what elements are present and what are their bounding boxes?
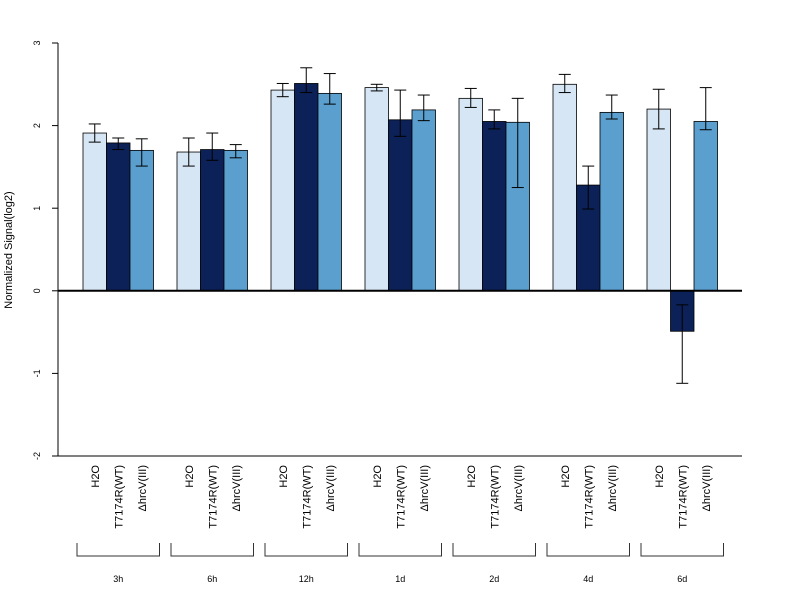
- x-tick-label: ΔhrcV(III): [231, 465, 243, 511]
- bar: [223, 149, 248, 292]
- bar: [106, 142, 131, 292]
- bar: [129, 149, 154, 292]
- y-axis-label: Normalized Signal(log2): [3, 191, 15, 308]
- x-tick-label: ΔhrcV(III): [325, 465, 337, 511]
- group-bracket: [640, 543, 724, 557]
- error-bars: [88, 67, 712, 384]
- x-tick-label: T7174R(WT): [301, 465, 313, 529]
- x-tick-label: T7174R(WT): [395, 465, 407, 529]
- x-tick-label: H2O: [372, 465, 384, 488]
- y-tick-label: 1: [32, 206, 42, 211]
- x-tick-label: H2O: [560, 465, 572, 488]
- bar: [364, 87, 389, 292]
- group-label: 1d: [395, 574, 405, 584]
- bar: [646, 108, 671, 292]
- group-labels: 3h 6h 12h 1d 2d 4d 6d: [76, 543, 724, 584]
- bar: [482, 121, 507, 292]
- x-tick-label: H2O: [90, 465, 102, 488]
- group-bracket: [452, 543, 536, 557]
- bar: [82, 132, 107, 292]
- x-tick-label: ΔhrcV(III): [701, 465, 713, 511]
- x-tick-label: ΔhrcV(III): [607, 465, 619, 511]
- bar: [270, 89, 295, 292]
- x-tick-label: T7174R(WT): [113, 465, 125, 529]
- x-tick-labels: H2O T7174R(WT) ΔhrcV(III) H2O T7174R(WT) Δhrc…: [90, 465, 713, 529]
- x-tick-label: H2O: [278, 465, 290, 488]
- bar: [200, 149, 225, 292]
- x-tick-label: H2O: [654, 465, 666, 488]
- bar: [458, 97, 483, 292]
- x-tick-label: ΔhrcV(III): [137, 465, 149, 511]
- group-bracket: [76, 543, 160, 557]
- x-tick-label: T7174R(WT): [677, 465, 689, 529]
- bar: [411, 109, 436, 292]
- group-label: 6h: [207, 574, 217, 584]
- x-tick-label: ΔhrcV(III): [419, 465, 431, 511]
- group-label: 3h: [113, 574, 123, 584]
- y-tick-label: 0: [32, 288, 42, 293]
- x-tick-label: ΔhrcV(III): [513, 465, 525, 511]
- group-bracket: [546, 543, 630, 557]
- group-bracket: [170, 543, 254, 557]
- bar: [599, 111, 624, 292]
- y-tick-label: -1: [32, 369, 42, 377]
- bar: [176, 151, 201, 292]
- y-tick-label: -2: [32, 452, 42, 460]
- group-label: 2d: [489, 574, 499, 584]
- x-tick-label: T7174R(WT): [583, 465, 595, 529]
- x-tick-label: H2O: [466, 465, 478, 488]
- group-label: 12h: [299, 574, 314, 584]
- group-label: 6d: [677, 574, 687, 584]
- bar: [693, 121, 718, 292]
- group-label: 4d: [583, 574, 593, 584]
- bars: [82, 83, 718, 332]
- bar: [294, 83, 319, 292]
- x-tick-label: T7174R(WT): [489, 465, 501, 529]
- group-bracket: [358, 543, 442, 557]
- y-axis: -2 -1 0 1 2 3: [32, 40, 59, 460]
- x-tick-label: T7174R(WT): [207, 465, 219, 529]
- x-tick-label: H2O: [184, 465, 196, 488]
- y-tick-label: 3: [32, 40, 42, 45]
- group-bracket: [264, 543, 348, 557]
- bar: [388, 119, 413, 292]
- y-tick-label: 2: [32, 123, 42, 128]
- bar: [317, 92, 342, 292]
- bar: [552, 83, 577, 292]
